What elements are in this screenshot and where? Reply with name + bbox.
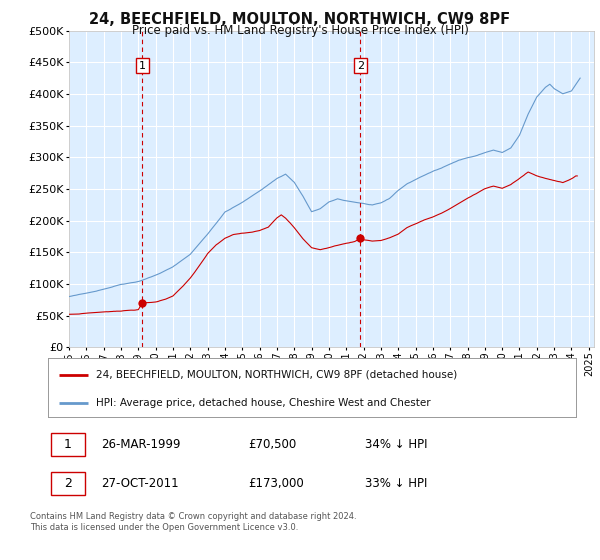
Text: 1: 1: [139, 60, 146, 71]
Text: HPI: Average price, detached house, Cheshire West and Chester: HPI: Average price, detached house, Ches…: [95, 398, 430, 408]
Text: 24, BEECHFIELD, MOULTON, NORTHWICH, CW9 8PF: 24, BEECHFIELD, MOULTON, NORTHWICH, CW9 …: [89, 12, 511, 27]
Bar: [50, 433, 85, 456]
Text: 33% ↓ HPI: 33% ↓ HPI: [365, 477, 427, 490]
Bar: [50, 472, 85, 495]
Text: 26-MAR-1999: 26-MAR-1999: [101, 438, 181, 451]
Text: 1: 1: [64, 438, 72, 451]
Text: Price paid vs. HM Land Registry's House Price Index (HPI): Price paid vs. HM Land Registry's House …: [131, 24, 469, 36]
Text: 2: 2: [357, 60, 364, 71]
Text: 24, BEECHFIELD, MOULTON, NORTHWICH, CW9 8PF (detached house): 24, BEECHFIELD, MOULTON, NORTHWICH, CW9 …: [95, 370, 457, 380]
Text: 27-OCT-2011: 27-OCT-2011: [101, 477, 178, 490]
Text: 2: 2: [64, 477, 72, 490]
Text: Contains HM Land Registry data © Crown copyright and database right 2024.
This d: Contains HM Land Registry data © Crown c…: [30, 512, 356, 532]
Text: £173,000: £173,000: [248, 477, 304, 490]
Text: £70,500: £70,500: [248, 438, 297, 451]
Text: 34% ↓ HPI: 34% ↓ HPI: [365, 438, 427, 451]
